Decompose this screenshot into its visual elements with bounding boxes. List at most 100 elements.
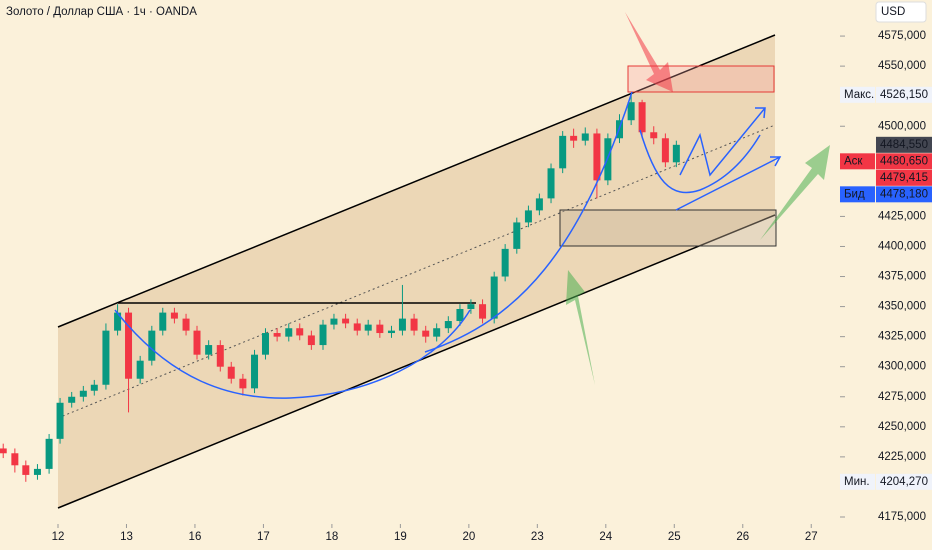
price-label: 4478,180 xyxy=(880,188,928,200)
price-label-box xyxy=(876,169,932,186)
candle-body xyxy=(559,135,567,169)
candle-body xyxy=(261,333,269,355)
x-tick-label: 12 xyxy=(52,531,65,543)
candle-body xyxy=(148,330,156,361)
candle-body xyxy=(650,132,658,139)
red-arrow xyxy=(625,12,673,92)
currency: USD xyxy=(881,6,905,18)
price-tag: Мин. xyxy=(844,476,870,488)
x-tick-label: 24 xyxy=(599,531,612,543)
candle-body xyxy=(239,378,247,389)
candle-body xyxy=(364,324,372,331)
price-tag-box xyxy=(840,153,875,170)
x-tick-label: 25 xyxy=(668,531,681,543)
price-label: 4480,650 xyxy=(880,155,928,167)
x-tick-label: 23 xyxy=(531,531,544,543)
candle-body xyxy=(307,335,315,346)
y-tick-label: 4500,000 xyxy=(878,120,926,132)
price-tag: Бид xyxy=(844,188,865,200)
currency-box[interactable] xyxy=(875,1,927,23)
candle-body xyxy=(68,396,76,403)
candle-body xyxy=(456,308,464,322)
candle-body xyxy=(593,133,601,181)
y-tick-label: 4250,000 xyxy=(878,421,926,433)
candle-body xyxy=(114,312,122,331)
candle-body xyxy=(227,366,235,379)
candle-body xyxy=(627,102,635,121)
candle-body xyxy=(376,324,384,334)
candle-body xyxy=(672,144,680,163)
arrowhead xyxy=(755,107,766,119)
candle-body xyxy=(513,222,521,249)
y-tick-label: 4425,000 xyxy=(878,210,926,222)
candle-body xyxy=(216,345,224,367)
candle-body xyxy=(136,360,144,379)
candle-body xyxy=(193,330,201,355)
candle-body xyxy=(159,312,167,331)
candle-body xyxy=(433,328,441,337)
candle-body xyxy=(251,354,259,389)
candle-body xyxy=(125,312,133,379)
candle-body xyxy=(661,138,669,163)
price-label: 4484,550 xyxy=(880,139,928,151)
price-tag: Макс. xyxy=(844,89,874,101)
y-tick-label: 4350,000 xyxy=(878,301,926,313)
x-tick-label: 16 xyxy=(189,531,202,543)
candle-body xyxy=(11,453,19,466)
candle-body xyxy=(170,312,178,319)
price-label: 4526,150 xyxy=(880,89,928,101)
candle-body xyxy=(479,304,487,319)
arrowhead xyxy=(770,156,782,167)
price-tag-box xyxy=(840,473,875,490)
candle-body xyxy=(205,345,213,355)
candle-body xyxy=(102,330,110,385)
support-box xyxy=(559,209,777,247)
candle-body xyxy=(285,328,293,337)
candle-body xyxy=(79,390,87,397)
y-tick-label: 4400,000 xyxy=(878,241,926,253)
price-tag-box xyxy=(840,186,875,203)
candle-body xyxy=(33,468,41,475)
y-tick-label: 4275,000 xyxy=(878,391,926,403)
price-label-box xyxy=(876,473,932,490)
candle-body xyxy=(398,318,406,331)
x-tick-label: 26 xyxy=(736,531,749,543)
zigzag xyxy=(679,107,766,177)
price-label: 4204,270 xyxy=(880,476,928,488)
candle-body xyxy=(22,465,30,475)
small-curve xyxy=(639,129,761,194)
price-label-box xyxy=(876,186,932,203)
candle-body xyxy=(45,438,53,469)
candle-body xyxy=(501,248,509,277)
candle-body xyxy=(273,333,281,337)
candle-body xyxy=(353,323,361,331)
x-tick-label: 27 xyxy=(805,531,818,543)
candle-body xyxy=(56,402,64,439)
price-tag: Аск xyxy=(844,155,863,167)
candle-body xyxy=(535,198,543,211)
candle-body xyxy=(330,318,338,325)
y-tick-label: 4325,000 xyxy=(878,331,926,343)
candle-body xyxy=(319,324,327,346)
y-tick-label: 4225,000 xyxy=(878,451,926,463)
candles xyxy=(0,94,680,482)
candle-body xyxy=(524,210,532,223)
price-tag-box xyxy=(840,86,875,103)
cup-curve xyxy=(114,309,471,399)
candle-body xyxy=(444,321,452,329)
green-arrow xyxy=(566,270,595,385)
candle-body xyxy=(182,318,190,331)
y-tick-label: 4375,000 xyxy=(878,271,926,283)
x-tick-label: 20 xyxy=(462,531,475,543)
candle-body xyxy=(296,328,304,336)
candle-body xyxy=(547,168,555,199)
y-tick-label: 4550,000 xyxy=(878,60,926,72)
price-label-box xyxy=(876,136,932,153)
y-tick-label: 4300,000 xyxy=(878,361,926,373)
candle-body xyxy=(422,330,430,337)
channel-mid xyxy=(57,124,776,419)
x-tick-label: 13 xyxy=(120,531,133,543)
